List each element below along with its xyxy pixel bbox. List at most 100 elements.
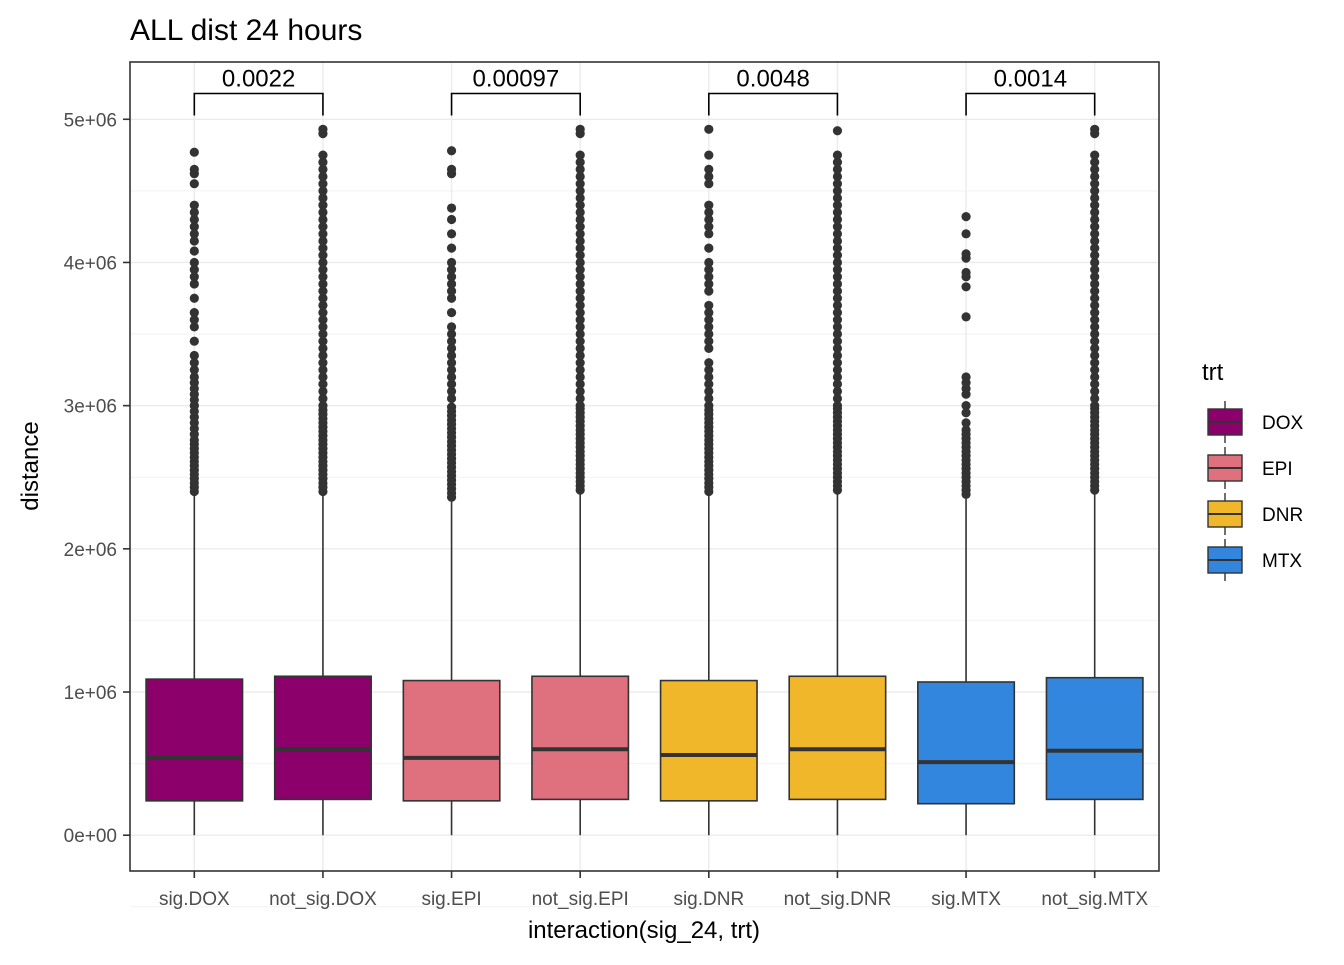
outlier-point xyxy=(318,229,328,239)
outlier-point xyxy=(189,147,199,157)
outlier-point xyxy=(318,279,328,289)
outlier-point xyxy=(318,343,328,353)
outlier-point xyxy=(575,358,585,368)
pvalue-label: 0.0014 xyxy=(994,66,1067,93)
outlier-point xyxy=(832,393,843,404)
outlier-point xyxy=(575,379,585,389)
outlier-point xyxy=(704,393,714,404)
y-axis-title: distance xyxy=(17,421,44,510)
outlier-point xyxy=(446,265,457,275)
outlier-point xyxy=(189,222,199,232)
outlier-point xyxy=(318,257,328,268)
outlier-point xyxy=(446,372,457,382)
outlier-point xyxy=(832,193,843,203)
x-tick-label: sig.DOX xyxy=(159,889,230,910)
outlier-point xyxy=(961,408,971,418)
outlier-point xyxy=(189,265,199,275)
outlier-point xyxy=(575,257,585,268)
outlier-point xyxy=(446,343,457,353)
outlier-point xyxy=(575,300,585,311)
outlier-point xyxy=(832,307,843,318)
outlier-point xyxy=(318,236,328,246)
outlier-point xyxy=(318,164,328,174)
outlier-point xyxy=(704,164,714,174)
outlier-point xyxy=(1090,293,1100,303)
outlier-point xyxy=(1090,222,1100,232)
outlier-point xyxy=(832,372,843,382)
box-sig.EPI xyxy=(402,146,501,836)
outlier-point xyxy=(1090,257,1100,268)
outlier-point xyxy=(575,329,585,339)
outlier-point xyxy=(446,164,457,174)
outlier-point xyxy=(1090,207,1100,217)
outlier-point xyxy=(318,393,328,404)
outlier-point xyxy=(189,257,199,268)
outlier-point xyxy=(575,315,585,325)
outlier-point xyxy=(575,157,585,167)
outlier-point xyxy=(318,386,328,396)
outlier-point xyxy=(1090,186,1100,196)
outlier-point xyxy=(1090,179,1100,189)
outlier-point xyxy=(446,379,457,389)
outlier-point xyxy=(832,157,843,167)
box-sig.DOX xyxy=(145,147,244,836)
outlier-point xyxy=(318,379,328,389)
outlier-point xyxy=(961,212,971,222)
outlier-point xyxy=(1090,393,1100,404)
outlier-point xyxy=(832,358,843,368)
outlier-point xyxy=(1090,379,1100,389)
panel-border xyxy=(129,61,1160,872)
outlier-point xyxy=(1090,300,1100,311)
outlier-point xyxy=(446,214,457,225)
outlier-point xyxy=(575,243,585,253)
outlier-point xyxy=(1090,150,1100,160)
outlier-point xyxy=(832,243,843,253)
outlier-point xyxy=(318,250,328,260)
outlier-point xyxy=(575,272,585,282)
outlier-point xyxy=(318,329,328,339)
outlier-point xyxy=(446,350,457,361)
outlier-point xyxy=(832,179,843,189)
outlier-point xyxy=(318,150,328,160)
outlier-point xyxy=(575,386,585,396)
outlier-point xyxy=(1090,315,1100,325)
outlier-point xyxy=(961,249,971,259)
outlier-point xyxy=(1090,307,1100,318)
outlier-point xyxy=(1090,336,1100,346)
outlier-point xyxy=(446,286,457,296)
outlier-point xyxy=(1090,343,1100,353)
outlier-point xyxy=(1090,372,1100,382)
outlier-point xyxy=(446,358,457,368)
outlier-point xyxy=(704,207,714,217)
y-tick-label: 0e+00 xyxy=(64,826,117,847)
outlier-point xyxy=(189,164,199,174)
legend-item-DNR: DNR xyxy=(1207,493,1303,535)
outlier-point xyxy=(318,265,328,275)
outlier-point xyxy=(704,150,714,160)
outlier-point xyxy=(318,350,328,361)
outlier-point xyxy=(189,179,199,189)
outlier-point xyxy=(575,207,585,217)
outlier-point xyxy=(704,300,714,311)
outlier-point xyxy=(832,272,843,282)
outlier-point xyxy=(575,365,585,375)
outlier-point xyxy=(318,193,328,203)
outlier-point xyxy=(189,307,199,318)
outlier-point xyxy=(575,193,585,203)
outlier-point xyxy=(832,257,843,268)
outlier-point xyxy=(832,279,843,289)
outlier-point xyxy=(575,307,585,318)
outlier-point xyxy=(318,315,328,325)
box-body xyxy=(145,678,244,802)
outlier-point xyxy=(704,336,714,346)
outlier-point xyxy=(446,272,457,282)
box-body xyxy=(917,681,1016,805)
outlier-point xyxy=(832,336,843,346)
outlier-point xyxy=(575,250,585,260)
legend-item-EPI: EPI xyxy=(1207,447,1293,489)
outlier-point xyxy=(446,393,457,404)
outlier-point xyxy=(1090,200,1100,210)
outlier-point xyxy=(832,265,843,275)
outlier-point xyxy=(189,322,199,332)
outlier-point xyxy=(704,200,714,210)
